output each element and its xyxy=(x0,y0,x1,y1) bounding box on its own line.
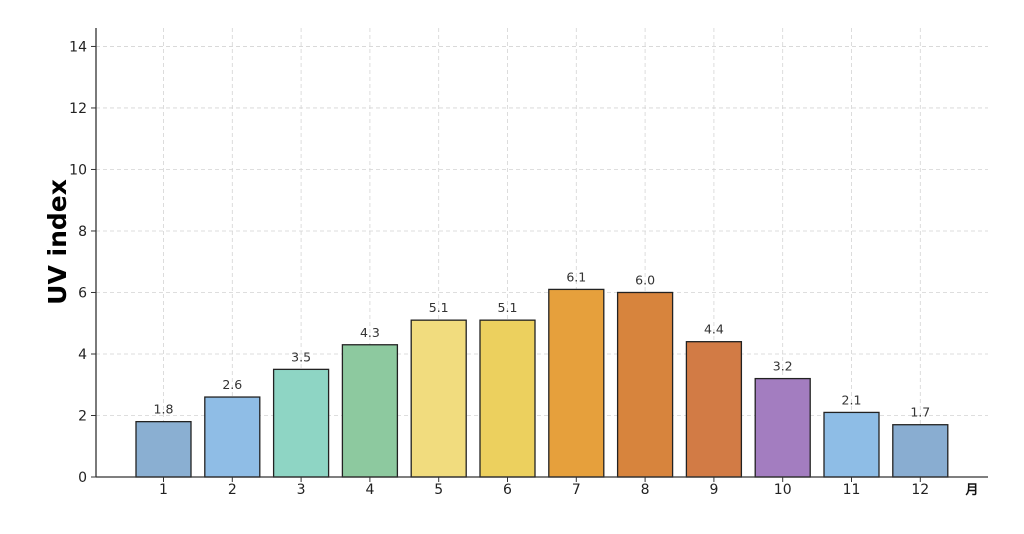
bar-month-5 xyxy=(410,319,467,478)
y-tick-label: 8 xyxy=(78,224,87,240)
x-tick-label: 11 xyxy=(843,482,861,498)
bar-month-1 xyxy=(135,420,192,478)
bars xyxy=(135,288,949,478)
bar-value-label: 3.2 xyxy=(773,359,793,374)
x-tick-label: 5 xyxy=(434,482,443,498)
bar-month-3 xyxy=(272,368,330,478)
y-tick-label: 4 xyxy=(78,347,87,363)
bar-month-10 xyxy=(754,377,811,478)
bar-value-label: 4.4 xyxy=(704,322,724,337)
bar-value-label: 3.5 xyxy=(291,349,311,364)
bar-value-label: 4.3 xyxy=(360,325,380,340)
bar-month-8 xyxy=(616,291,674,478)
bar-month-4 xyxy=(341,344,399,478)
bar-month-11 xyxy=(823,411,880,478)
x-tick-label: 2 xyxy=(228,482,237,498)
x-tick-label: 6 xyxy=(503,482,512,498)
bar-value-label: 2.6 xyxy=(222,377,242,392)
bar-value-label: 6.1 xyxy=(566,269,586,284)
bar-value-label: 1.7 xyxy=(910,405,930,420)
x-tick-label: 9 xyxy=(709,482,718,498)
bar-value-label: 6.0 xyxy=(635,272,655,287)
bar-value-label: 5.1 xyxy=(498,300,518,315)
y-tick-label: 2 xyxy=(78,408,87,424)
x-tick-label: 4 xyxy=(365,482,374,498)
x-axis-unit-label: 月 xyxy=(964,483,978,498)
bar-month-7 xyxy=(548,288,605,478)
bar-month-6 xyxy=(479,319,536,478)
bar-value-label: 2.1 xyxy=(842,392,862,407)
x-tick-label: 7 xyxy=(572,482,581,498)
axes xyxy=(95,28,988,478)
y-tick-label: 10 xyxy=(69,162,87,178)
x-tick-label: 8 xyxy=(641,482,650,498)
x-tick-label: 1 xyxy=(159,482,168,498)
y-tick-label: 6 xyxy=(78,285,87,301)
bar-month-2 xyxy=(204,396,261,478)
bar-month-12 xyxy=(892,424,949,478)
bar-month-9 xyxy=(685,341,743,478)
y-tick-label: 0 xyxy=(78,470,87,486)
x-tick-label: 3 xyxy=(297,482,306,498)
x-tick-label: 12 xyxy=(911,482,929,498)
y-tick-label: 12 xyxy=(69,101,87,117)
labels: 0 2 4 6 8 10 12 14 1.8 1 2.6 2 3.5 3 4.3 4 5.1 5 5.1 6 6.1 7 6… xyxy=(69,39,930,498)
bar-value-label: 1.8 xyxy=(154,402,174,417)
y-tick-label: 14 xyxy=(69,39,87,55)
bar-value-label: 5.1 xyxy=(429,300,449,315)
x-tick-label: 10 xyxy=(774,482,792,498)
y-axis-title: UV index xyxy=(43,179,72,305)
